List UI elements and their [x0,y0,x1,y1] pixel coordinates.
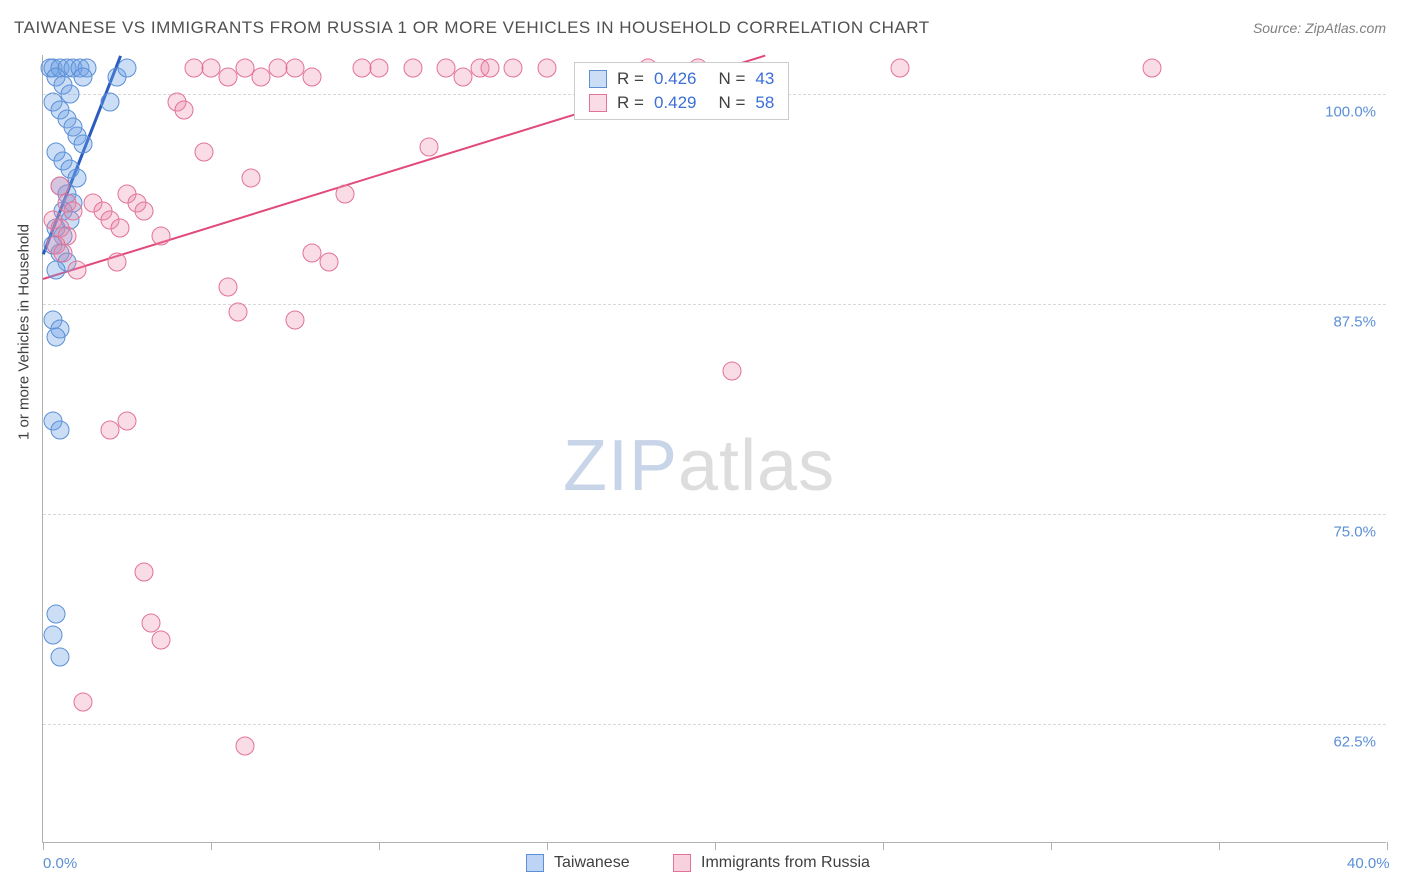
legend-item: Immigrants from Russia [673,854,870,872]
x-tick-label: 40.0% [1347,855,1390,872]
source-label: Source: ZipAtlas.com [1253,20,1386,36]
data-point [302,67,321,86]
data-point [218,277,237,296]
y-tick-label: 100.0% [1325,103,1376,120]
x-tick [211,842,212,850]
gridline [43,724,1386,725]
data-point [60,84,79,103]
y-tick-label: 75.0% [1333,523,1376,540]
y-tick-label: 87.5% [1333,313,1376,330]
y-axis-label: 1 or more Vehicles in Household [16,224,33,440]
data-point [286,311,305,330]
legend-label: Taiwanese [554,854,630,872]
x-tick [1051,842,1052,850]
x-tick-label: 0.0% [43,855,77,872]
data-point [107,252,126,271]
data-point [44,625,63,644]
y-tick-label: 62.5% [1333,733,1376,750]
correlation-legend: R = 0.426 N = 43 R = 0.429 N = 58 [574,62,789,120]
data-point [403,59,422,78]
data-point [480,59,499,78]
x-tick [715,842,716,850]
correlation-row: R = 0.429 N = 58 [575,91,788,115]
data-point [890,59,909,78]
data-point [50,420,69,439]
data-point [50,647,69,666]
data-point [111,219,130,238]
data-point [47,261,66,280]
data-point [74,67,93,86]
data-point [54,244,73,263]
data-point [118,412,137,431]
legend-swatch [526,854,544,872]
r-label: R = [617,69,644,89]
data-point [319,252,338,271]
n-value: 58 [755,93,774,113]
chart-title: TAIWANESE VS IMMIGRANTS FROM RUSSIA 1 OR… [14,18,930,38]
x-tick [1387,842,1388,850]
data-point [175,101,194,120]
data-point [74,135,93,154]
legend-label: Immigrants from Russia [701,854,870,872]
n-label: N = [718,93,745,113]
x-tick [883,842,884,850]
x-tick [1219,842,1220,850]
data-point [420,138,439,157]
data-point [504,59,523,78]
r-value: 0.426 [654,69,697,89]
data-point [228,303,247,322]
data-point [74,692,93,711]
data-point [101,420,120,439]
legend-swatch [589,94,607,112]
x-tick [379,842,380,850]
r-value: 0.429 [654,93,697,113]
data-point [151,630,170,649]
data-point [235,736,254,755]
data-point [118,59,137,78]
data-point [101,93,120,112]
plot-area: ZIPatlas 62.5%75.0%87.5%100.0%0.0%40.0%R… [42,55,1386,843]
data-point [370,59,389,78]
n-label: N = [718,69,745,89]
data-point [538,59,557,78]
data-point [47,328,66,347]
data-point [134,202,153,221]
watermark: ZIPatlas [563,425,835,507]
x-tick [547,842,548,850]
data-point [47,605,66,624]
data-point [722,361,741,380]
r-label: R = [617,93,644,113]
data-point [242,168,261,187]
data-point [67,168,86,187]
gridline [43,514,1386,515]
n-value: 43 [755,69,774,89]
legend-swatch [589,70,607,88]
data-point [336,185,355,204]
legend-swatch [673,854,691,872]
x-tick [43,842,44,850]
legend-item: Taiwanese [526,854,630,872]
data-point [1142,59,1161,78]
data-point [195,143,214,162]
data-point [67,261,86,280]
data-point [64,202,83,221]
data-point [134,563,153,582]
data-point [151,227,170,246]
correlation-row: R = 0.426 N = 43 [575,67,788,91]
